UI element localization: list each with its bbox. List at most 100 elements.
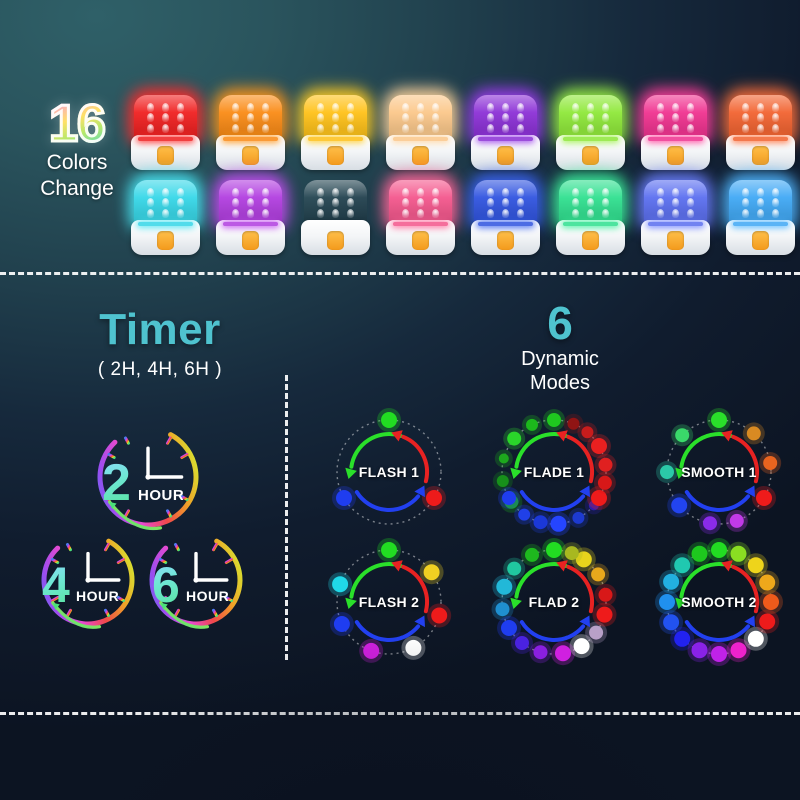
- led-bulb: [332, 198, 339, 208]
- mode-diagram: [491, 538, 617, 666]
- clock-6-hour: 6 HOUR: [148, 532, 244, 642]
- led-bulb-grid: [729, 180, 792, 226]
- led-bulb: [757, 209, 764, 219]
- led-bulb: [247, 102, 254, 112]
- led-bulb-grid: [389, 95, 452, 141]
- lamp-light-panel: [729, 180, 792, 226]
- lamp-power-button[interactable]: [497, 146, 514, 165]
- mode-label: FLASH 2: [358, 594, 420, 610]
- led-bulb: [687, 187, 694, 197]
- lamp-power-button[interactable]: [327, 231, 344, 250]
- lamp-power-button[interactable]: [497, 231, 514, 250]
- lamp-power-button[interactable]: [752, 231, 769, 250]
- lamp-power-button[interactable]: [412, 146, 429, 165]
- led-bulb: [687, 209, 694, 219]
- lamp-light-panel: [644, 180, 707, 226]
- lamp-seam: [733, 137, 788, 141]
- lamp-coral: [723, 91, 798, 170]
- led-bulb: [332, 102, 339, 112]
- modes-title-group: 6 Dynamic Modes: [470, 300, 650, 395]
- led-bulb-grid: [559, 180, 622, 226]
- divider-vertical: [285, 375, 288, 660]
- led-bulb: [177, 209, 184, 219]
- led-bulb: [742, 187, 749, 197]
- led-bulb: [587, 113, 594, 123]
- led-bulb: [572, 198, 579, 208]
- led-bulb: [772, 124, 779, 134]
- led-bulb: [147, 102, 154, 112]
- led-bulb: [402, 124, 409, 134]
- led-bulb-grid: [219, 95, 282, 141]
- lamp-power-button[interactable]: [157, 146, 174, 165]
- lamp-light-panel: [304, 95, 367, 141]
- lamp-power-button[interactable]: [667, 146, 684, 165]
- lamp-power-button[interactable]: [157, 231, 174, 250]
- led-bulb: [742, 102, 749, 112]
- led-bulb: [517, 124, 524, 134]
- lamp-seam: [393, 222, 448, 226]
- led-bulb: [247, 209, 254, 219]
- lamp-power-button[interactable]: [327, 146, 344, 165]
- lamp-power-button[interactable]: [242, 231, 259, 250]
- led-bulb: [432, 124, 439, 134]
- lamp-amber: [298, 91, 373, 170]
- led-bulb: [432, 113, 439, 123]
- led-bulb: [162, 102, 169, 112]
- lamp-blue: [468, 176, 543, 255]
- lamp-seam: [563, 222, 618, 226]
- led-bulb: [247, 187, 254, 197]
- led-bulb-grid: [474, 95, 537, 141]
- led-bulb: [657, 124, 664, 134]
- led-bulb: [742, 209, 749, 219]
- clock-number: 6: [152, 557, 180, 613]
- led-bulb: [487, 102, 494, 112]
- led-bulb: [402, 102, 409, 112]
- timer-title-group: Timer ( 2H, 4H, 6H ): [60, 305, 260, 381]
- lamp-seam: [648, 222, 703, 226]
- led-bulb-grid: [134, 180, 197, 226]
- colors-caption-line1: Colors: [46, 151, 108, 175]
- led-bulb: [332, 187, 339, 197]
- led-bulb: [517, 113, 524, 123]
- mode-diagram: [332, 408, 446, 525]
- lamp-rose: [383, 176, 458, 255]
- lamp-power-button[interactable]: [412, 231, 429, 250]
- lamp-power-button[interactable]: [582, 146, 599, 165]
- clock-unit-label: HOUR: [138, 487, 185, 504]
- led-bulb: [587, 209, 594, 219]
- led-bulb: [602, 198, 609, 208]
- led-bulb: [602, 102, 609, 112]
- lamp-power-button[interactable]: [752, 146, 769, 165]
- led-bulb: [657, 187, 664, 197]
- led-bulb: [572, 113, 579, 123]
- led-bulb: [162, 198, 169, 208]
- led-bulb-grid: [474, 180, 537, 226]
- led-bulb: [487, 198, 494, 208]
- led-bulb: [347, 113, 354, 123]
- colors-label-group: 16 Colors Change: [22, 96, 132, 200]
- mode-label: FLASH 1: [358, 464, 420, 480]
- lamp-power-button[interactable]: [582, 231, 599, 250]
- lamp-power-button[interactable]: [242, 146, 259, 165]
- led-bulb: [147, 209, 154, 219]
- mode-label: FLAD 2: [528, 594, 580, 610]
- lamp-spring-green: [553, 176, 628, 255]
- led-bulb: [402, 113, 409, 123]
- timer-title: Timer: [99, 305, 221, 354]
- mode-flad-2: FLAD 2: [480, 528, 628, 676]
- lamp-power-button[interactable]: [667, 231, 684, 250]
- lamp-seam: [478, 137, 533, 141]
- led-bulb: [657, 113, 664, 123]
- led-bulb: [262, 113, 269, 123]
- led-bulb: [247, 124, 254, 134]
- led-bulb: [177, 187, 184, 197]
- led-bulb: [162, 113, 169, 123]
- led-bulb: [572, 209, 579, 219]
- led-bulb: [317, 113, 324, 123]
- led-bulb: [587, 102, 594, 112]
- led-bulb: [517, 102, 524, 112]
- mode-flade-1: FLADE 1: [480, 398, 628, 546]
- lamp-light-panel: [644, 95, 707, 141]
- clock-unit-label: HOUR: [76, 588, 120, 604]
- led-bulb: [177, 124, 184, 134]
